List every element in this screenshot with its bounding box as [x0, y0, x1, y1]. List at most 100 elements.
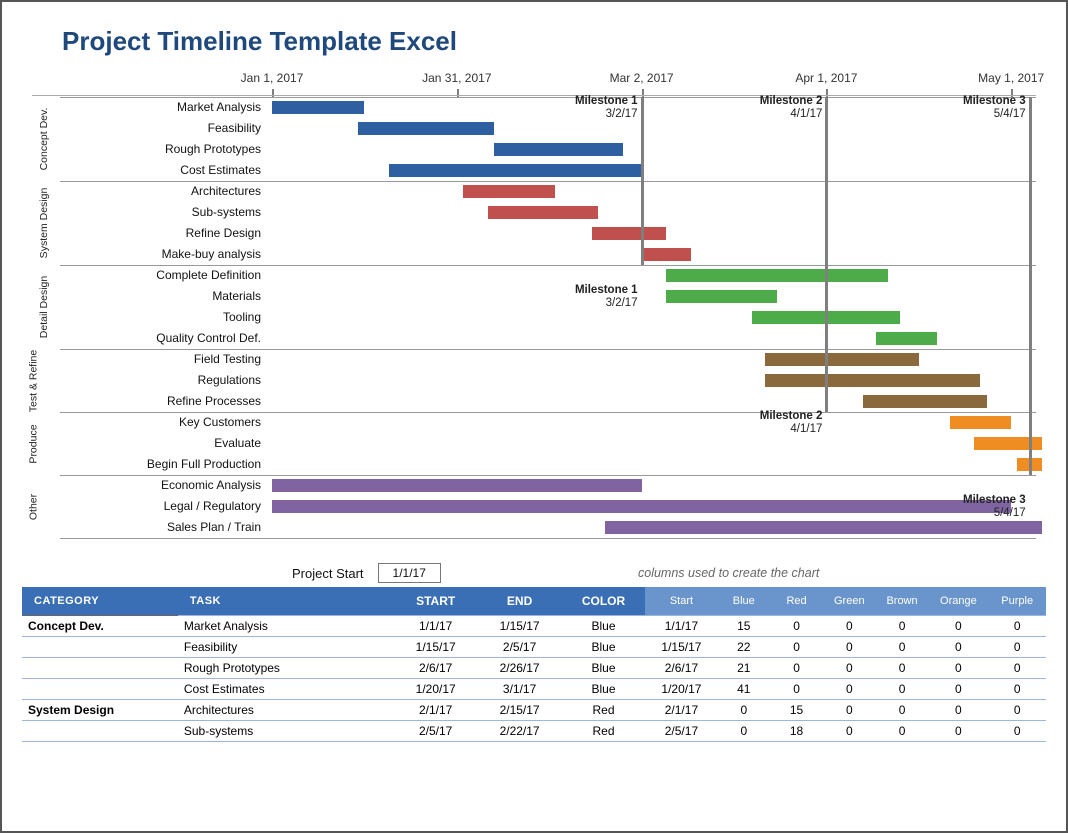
table-cell: 0	[988, 720, 1046, 741]
gantt-bar	[605, 521, 1042, 534]
table-cell: Red	[562, 720, 646, 741]
row-label: Tooling	[72, 307, 267, 328]
gantt-bar	[272, 479, 642, 492]
axis-tick: Apr 1, 2017	[795, 71, 857, 85]
row-label: Architectures	[72, 181, 267, 202]
page: Project Timeline Template Excel Jan 1, 2…	[0, 0, 1068, 833]
table-cell: Rough Prototypes	[178, 657, 394, 678]
table-cell: Concept Dev.	[22, 615, 178, 636]
row-label: Make-buy analysis	[72, 244, 267, 265]
table-cell: Cost Estimates	[178, 678, 394, 699]
table-cell: 0	[988, 699, 1046, 720]
table-cell: 22	[717, 636, 770, 657]
table-cell: 0	[928, 720, 988, 741]
table-header: Red	[770, 587, 823, 615]
project-start-label: Project Start	[292, 566, 364, 581]
table-cell: System Design	[22, 699, 178, 720]
table-cell: 0	[928, 636, 988, 657]
gantt-bar	[876, 332, 938, 345]
table-cell: 1/15/17	[394, 636, 478, 657]
table-header: TASK	[178, 587, 394, 615]
project-start: Project Start 1/1/17 columns used to cre…	[292, 563, 1046, 583]
gantt-bar	[592, 227, 666, 240]
axis-tick: Mar 2, 2017	[610, 71, 674, 85]
gantt-bar	[666, 269, 888, 282]
table-cell: 21	[717, 657, 770, 678]
page-title: Project Timeline Template Excel	[62, 26, 1046, 57]
table-row: Feasibility1/15/172/5/17Blue1/15/1722000…	[22, 636, 1046, 657]
table-cell: 1/20/17	[394, 678, 478, 699]
table-cell: 1/15/17	[645, 636, 717, 657]
group-label: Test & Refine	[28, 349, 40, 412]
table-header: END	[478, 587, 562, 615]
table-cell: 0	[988, 657, 1046, 678]
gantt-bar	[666, 290, 777, 303]
gantt-bar	[358, 122, 494, 135]
table-cell: 2/22/17	[478, 720, 562, 741]
table-cell: 0	[770, 615, 823, 636]
table-cell: 0	[823, 657, 876, 678]
axis-rule	[32, 95, 1036, 96]
table-cell: 0	[770, 636, 823, 657]
table-cell: Red	[562, 699, 646, 720]
table-cell: 0	[823, 720, 876, 741]
table-cell: 0	[928, 615, 988, 636]
table-row: Rough Prototypes2/6/172/26/17Blue2/6/172…	[22, 657, 1046, 678]
table-cell: Blue	[562, 636, 646, 657]
table-cell: Blue	[562, 615, 646, 636]
table-header: Blue	[717, 587, 770, 615]
table-cell: 1/20/17	[645, 678, 717, 699]
table-body: Concept Dev.Market Analysis1/1/171/15/17…	[22, 615, 1046, 741]
axis-tick: May 1, 2017	[978, 71, 1044, 85]
milestone-line	[1029, 97, 1032, 475]
table-cell: 0	[988, 678, 1046, 699]
table-cell: 0	[770, 657, 823, 678]
table-cell: 41	[717, 678, 770, 699]
gantt-bar	[765, 374, 981, 387]
table-cell: 2/1/17	[394, 699, 478, 720]
table-row: Concept Dev.Market Analysis1/1/171/15/17…	[22, 615, 1046, 636]
gantt-bar	[389, 164, 642, 177]
gantt-bar	[494, 143, 623, 156]
milestone-label: Milestone 35/4/17	[948, 95, 1026, 121]
group-label: Detail Design	[38, 265, 50, 349]
table-cell: 0	[876, 636, 929, 657]
gantt-bar	[642, 248, 691, 261]
milestone-label: Milestone 13/2/17	[560, 95, 638, 121]
table-cell: 0	[876, 720, 929, 741]
table-cell: 2/5/17	[645, 720, 717, 741]
table-row: System DesignArchitectures2/1/172/15/17R…	[22, 699, 1046, 720]
table-cell: 0	[988, 615, 1046, 636]
table-cell: 1/1/17	[645, 615, 717, 636]
milestone-label: Milestone 35/4/17	[948, 494, 1026, 520]
gantt-bar	[950, 416, 1012, 429]
group-label: System Design	[38, 181, 50, 265]
table-cell: 0	[988, 636, 1046, 657]
data-table: CATEGORYTASKSTARTENDCOLORStartBlueRedGre…	[22, 587, 1046, 742]
gantt-bar	[765, 353, 919, 366]
group-label: Concept Dev.	[38, 97, 50, 181]
row-label: Key Customers	[72, 412, 267, 433]
milestone-line	[641, 97, 644, 265]
gantt-chart: Jan 1, 2017Jan 31, 2017Mar 2, 2017Apr 1,…	[32, 71, 1036, 551]
table-cell	[22, 720, 178, 741]
table-cell: 2/6/17	[645, 657, 717, 678]
gantt-bar	[863, 395, 986, 408]
chart-plot: Milestone 13/2/17Milestone 13/2/17Milest…	[272, 97, 1036, 541]
table-cell: 0	[876, 699, 929, 720]
row-label: Economic Analysis	[72, 475, 267, 496]
table-cell: 2/1/17	[645, 699, 717, 720]
row-label: Evaluate	[72, 433, 267, 454]
table-row: Cost Estimates1/20/173/1/17Blue1/20/1741…	[22, 678, 1046, 699]
table-header: COLOR	[562, 587, 646, 615]
table-cell	[22, 678, 178, 699]
table-cell: 0	[823, 615, 876, 636]
gantt-bar	[488, 206, 599, 219]
table-cell: 15	[770, 699, 823, 720]
table-cell: Blue	[562, 657, 646, 678]
table-header: CATEGORY	[22, 587, 178, 615]
table-header: Green	[823, 587, 876, 615]
row-label: Quality Control Def.	[72, 328, 267, 349]
row-label: Complete Definition	[72, 265, 267, 286]
row-label: Refine Design	[72, 223, 267, 244]
